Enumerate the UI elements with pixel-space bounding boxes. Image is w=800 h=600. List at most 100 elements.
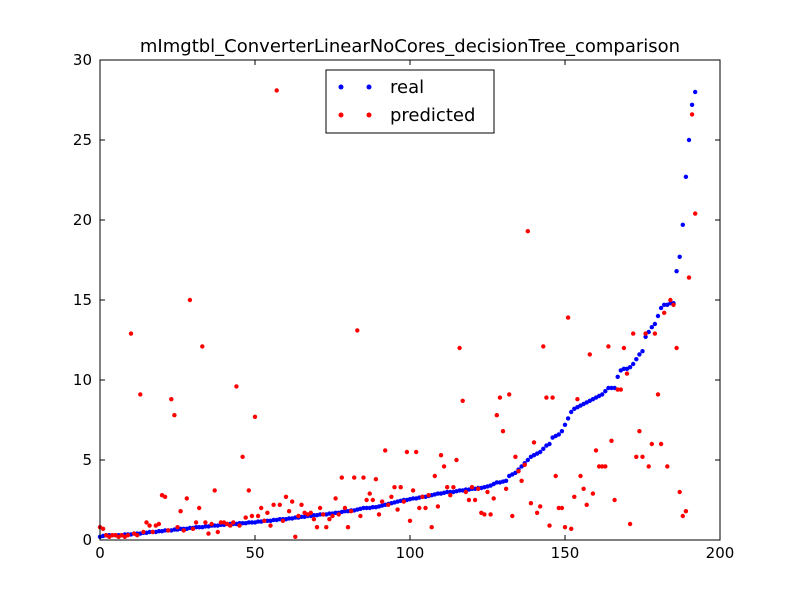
- point: [314, 525, 320, 530]
- point: [255, 513, 261, 519]
- point: [367, 491, 372, 496]
- point: [634, 357, 639, 362]
- point: [432, 473, 437, 479]
- point: [541, 446, 546, 451]
- point: [373, 477, 379, 482]
- plot-frame: [99, 59, 721, 541]
- point: [156, 521, 162, 527]
- point: [218, 520, 224, 525]
- point: [615, 374, 620, 379]
- point: [547, 441, 552, 447]
- point: [438, 453, 444, 458]
- point: [600, 464, 605, 469]
- point: [383, 448, 388, 453]
- point: [658, 305, 664, 311]
- point: [209, 521, 214, 527]
- point: [184, 496, 189, 501]
- point: [603, 389, 608, 394]
- point: [689, 102, 695, 108]
- point: [457, 345, 462, 351]
- point: [627, 365, 633, 370]
- x-tick-label: 0: [95, 544, 105, 562]
- y-tick-label: 0: [82, 531, 92, 549]
- point: [516, 469, 521, 474]
- point: [162, 528, 168, 533]
- point: [386, 502, 391, 507]
- point: [544, 395, 549, 400]
- point: [665, 464, 670, 469]
- point: [643, 331, 648, 336]
- point: [234, 384, 239, 389]
- point: [246, 520, 251, 525]
- y-tick-label: 10: [73, 371, 92, 389]
- point: [637, 429, 642, 434]
- point: [203, 524, 208, 529]
- point: [606, 344, 611, 349]
- point: [476, 486, 481, 491]
- point: [445, 489, 450, 495]
- point: [600, 392, 605, 397]
- point: [286, 509, 292, 514]
- x-tick-label: 200: [706, 544, 735, 562]
- point: [655, 392, 661, 397]
- point: [559, 429, 565, 434]
- point: [565, 416, 571, 421]
- point: [181, 528, 186, 533]
- point: [472, 497, 478, 503]
- point: [426, 493, 431, 498]
- point: [556, 505, 561, 511]
- chart-title: mImgtbl_ConverterLinearNoCores_decisionT…: [140, 36, 680, 57]
- point: [280, 518, 286, 523]
- point: [525, 229, 530, 234]
- point: [327, 517, 332, 522]
- point: [333, 496, 338, 501]
- point: [522, 462, 527, 467]
- point: [342, 505, 348, 511]
- x-tick-label: 150: [551, 544, 580, 562]
- point: [395, 507, 400, 512]
- point: [150, 529, 155, 535]
- point: [162, 494, 168, 499]
- point: [494, 480, 499, 485]
- point: [197, 525, 202, 530]
- point: [503, 478, 509, 483]
- point: [268, 523, 273, 528]
- point: [686, 275, 692, 280]
- point: [693, 89, 698, 95]
- point: [448, 493, 453, 498]
- point: [550, 395, 555, 400]
- point: [538, 449, 543, 455]
- point: [578, 473, 583, 479]
- point: [686, 137, 692, 143]
- point: [649, 441, 654, 447]
- point: [327, 511, 332, 516]
- point: [265, 518, 270, 523]
- legend-marker: [366, 84, 372, 90]
- point: [197, 505, 202, 511]
- point: [581, 486, 586, 491]
- point: [463, 489, 468, 495]
- point: [556, 432, 561, 437]
- point: [361, 475, 366, 480]
- point: [187, 297, 193, 303]
- point: [531, 440, 537, 445]
- legend-marker: [338, 84, 344, 90]
- point: [569, 409, 574, 415]
- point: [494, 413, 499, 418]
- point: [169, 397, 174, 402]
- point: [259, 505, 264, 511]
- point: [228, 523, 233, 528]
- point: [364, 497, 369, 503]
- point: [255, 519, 261, 524]
- point: [671, 302, 676, 307]
- point: [262, 518, 267, 523]
- point: [370, 505, 375, 510]
- point: [640, 454, 645, 459]
- point: [627, 521, 633, 527]
- point: [640, 349, 645, 354]
- point: [441, 464, 447, 469]
- point: [491, 496, 496, 501]
- point: [330, 513, 335, 519]
- point: [569, 526, 574, 531]
- point: [271, 502, 276, 507]
